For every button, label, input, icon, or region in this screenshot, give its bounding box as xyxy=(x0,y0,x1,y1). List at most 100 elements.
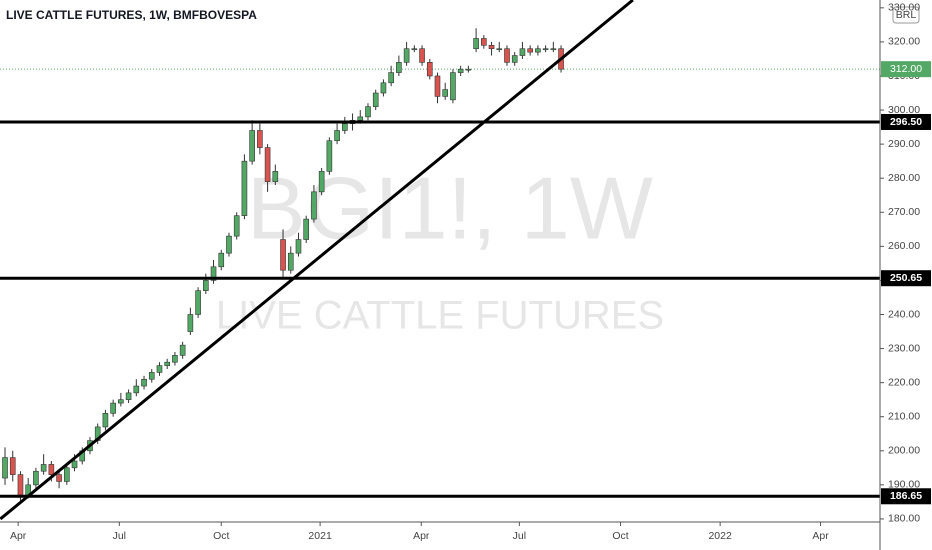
level-label: 296.50 xyxy=(890,116,922,128)
y-tick-label: 210.00 xyxy=(888,410,920,422)
candle-body xyxy=(257,130,263,148)
x-tick-label: Oct xyxy=(612,530,628,542)
candle-body xyxy=(187,314,194,332)
y-tick-label: 190.00 xyxy=(888,479,920,491)
x-tick-label: Jul xyxy=(113,530,126,542)
candle-body xyxy=(203,280,209,291)
y-tick-label: 280.00 xyxy=(888,172,920,184)
y-tick-label: 270.00 xyxy=(888,206,920,218)
candle-body xyxy=(504,48,510,63)
candle-body xyxy=(365,106,371,118)
candle-body xyxy=(17,474,24,496)
candle-body xyxy=(164,361,170,366)
y-tick-label: 200.00 xyxy=(888,445,920,457)
currency: BRL xyxy=(896,9,917,21)
currency-box xyxy=(892,6,920,24)
candle-body xyxy=(172,355,178,363)
candle-body xyxy=(110,402,116,414)
y-tick-label: 330.00 xyxy=(888,2,920,14)
candle-body xyxy=(9,457,16,475)
candle-body xyxy=(56,474,62,482)
candle-body xyxy=(133,385,140,394)
level-label-box xyxy=(881,113,931,130)
last-price-box xyxy=(881,61,931,78)
candle-body xyxy=(218,252,225,268)
candle-body xyxy=(388,72,394,84)
candle-body xyxy=(426,62,433,77)
x-tick-label: Jul xyxy=(513,530,526,542)
candle-body xyxy=(342,123,348,131)
candle-body xyxy=(141,378,147,387)
level-label-box xyxy=(881,488,931,505)
candle-body xyxy=(64,467,70,482)
last-price-label: 312.00 xyxy=(890,63,922,75)
candle-body xyxy=(264,147,271,182)
candle-body xyxy=(434,75,441,97)
x-tick-label: 2021 xyxy=(308,530,332,542)
y-tick-label: 180.00 xyxy=(888,513,920,525)
candle-body xyxy=(179,344,186,356)
candle-body xyxy=(71,460,78,469)
y-tick-label: 320.00 xyxy=(888,36,920,48)
candle-body xyxy=(481,38,487,46)
candle-body xyxy=(465,68,472,71)
candle-body xyxy=(326,140,333,172)
chart-title: LIVE CATTLE FUTURES, 1W, BMFBOVESPA xyxy=(6,8,257,22)
candle-body xyxy=(40,464,47,472)
candle-body xyxy=(33,470,39,486)
candle-body xyxy=(535,48,541,53)
candle-body xyxy=(311,191,317,220)
y-tick-label: 220.00 xyxy=(888,376,920,388)
x-tick-label: Apr xyxy=(413,530,430,542)
watermark: BGI1!, 1W xyxy=(247,158,653,257)
candle-body xyxy=(148,372,155,380)
candle-body xyxy=(442,89,449,97)
candle-body xyxy=(295,239,302,254)
candle-body xyxy=(272,171,279,182)
plot-area xyxy=(0,0,880,521)
candle-body xyxy=(318,171,325,193)
candle-body xyxy=(550,48,557,51)
candle-body xyxy=(542,48,549,51)
candle-body xyxy=(511,55,518,63)
candle-body xyxy=(233,215,240,237)
candle-body xyxy=(195,290,201,315)
candle-body xyxy=(125,392,132,400)
candle-body xyxy=(226,235,232,254)
candle-body xyxy=(403,48,410,63)
y-tick-label: 290.00 xyxy=(888,138,920,150)
candle-body xyxy=(357,116,364,121)
candle-body xyxy=(241,160,248,216)
candle-body xyxy=(457,68,464,73)
candle-body xyxy=(450,72,456,101)
candle-body xyxy=(2,457,8,479)
y-tick-label: 300.00 xyxy=(888,104,920,116)
candle-body xyxy=(118,399,124,404)
candle-body xyxy=(102,413,109,428)
candle-body xyxy=(303,218,310,240)
candle-body xyxy=(527,48,533,53)
y-tick-label: 260.00 xyxy=(888,240,920,252)
candle-body xyxy=(48,464,55,475)
candle-body xyxy=(249,130,255,162)
candle-body xyxy=(287,252,294,271)
x-tick-label: Oct xyxy=(213,530,229,542)
candle-body xyxy=(419,48,425,63)
candle-body xyxy=(396,62,402,73)
x-tick-label: 2022 xyxy=(708,530,732,542)
candle-body xyxy=(488,45,495,50)
candle-body xyxy=(156,365,163,373)
level-label: 250.65 xyxy=(890,272,922,284)
x-tick-label: Apr xyxy=(10,530,27,542)
level-label-box xyxy=(881,270,931,287)
candle-body xyxy=(496,48,503,51)
trendline xyxy=(0,0,634,521)
candle-body xyxy=(372,92,379,107)
y-tick-label: 240.00 xyxy=(888,308,920,320)
candle-body xyxy=(334,130,340,142)
y-tick-label: 230.00 xyxy=(888,342,920,354)
candle-body xyxy=(411,48,418,51)
candle-body xyxy=(473,38,479,50)
watermark-subtitle: LIVE CATTLE FUTURES xyxy=(216,294,664,338)
